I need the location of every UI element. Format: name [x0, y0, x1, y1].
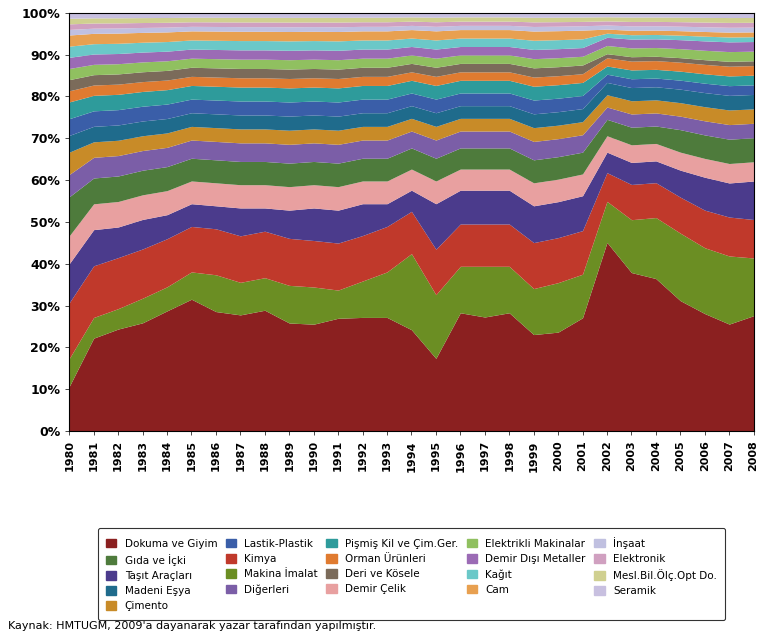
Text: Kaynak: HMTUGM, 2009'a dayanarak yazar tarafından yapılmıştır.: Kaynak: HMTUGM, 2009'a dayanarak yazar t…: [8, 621, 376, 631]
Legend: Dokuma ve Giyim, Gıda ve İçki, Taşıt Araçları, Madeni Eşya, Çimento, Lastik-Plas: Dokuma ve Giyim, Gıda ve İçki, Taşıt Ara…: [98, 528, 725, 619]
